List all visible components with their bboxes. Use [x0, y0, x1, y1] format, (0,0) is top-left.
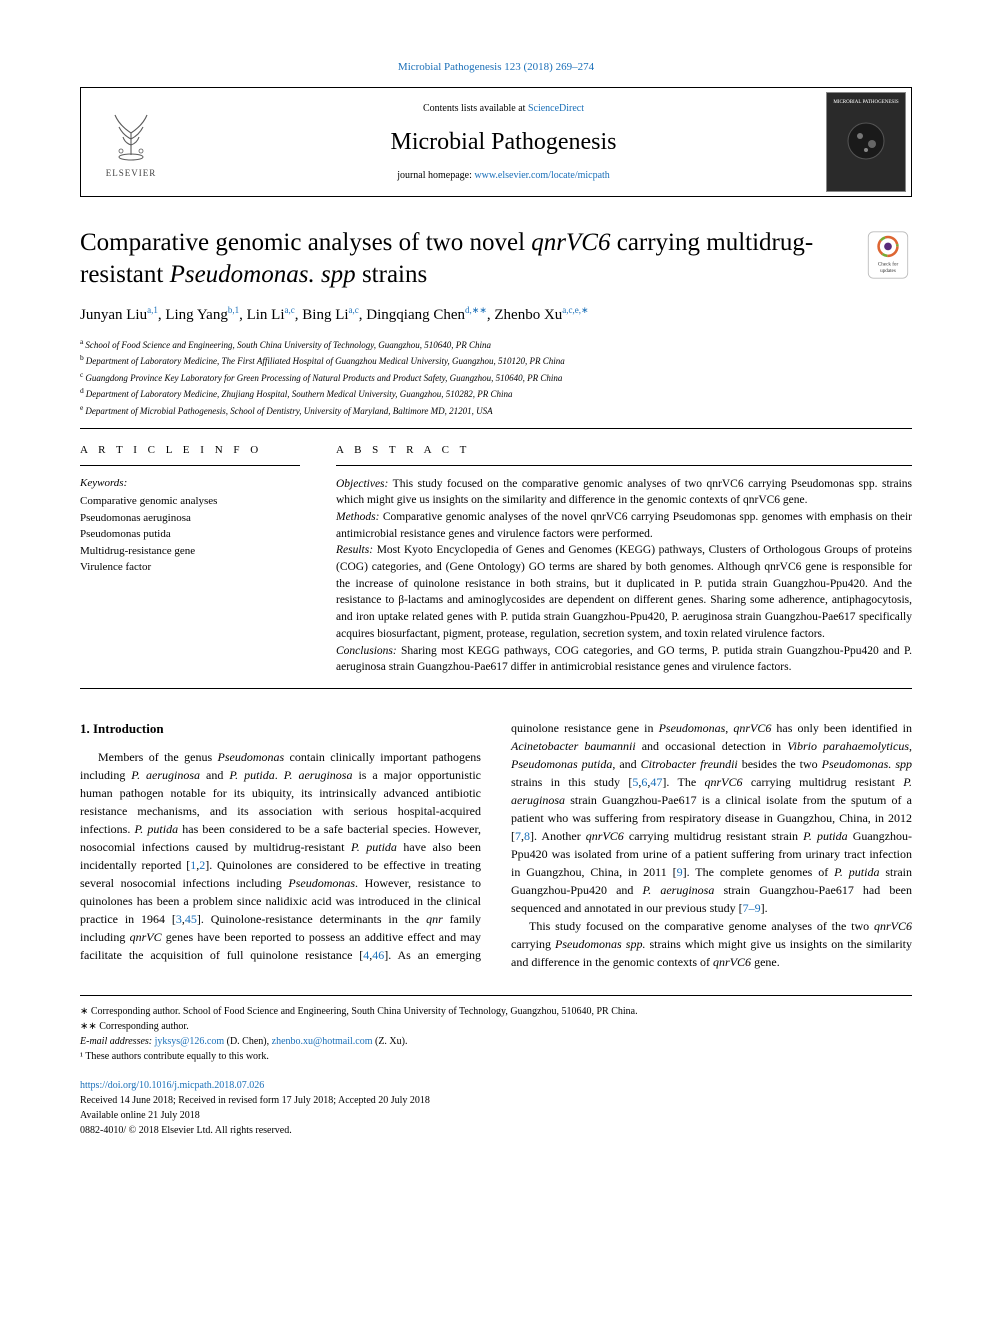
author-name: Zhenbo Xu — [494, 307, 562, 323]
journal-name: Microbial Pathogenesis — [189, 126, 818, 160]
abstract-methods: Methods: Comparative genomic analyses of… — [336, 509, 912, 542]
header-center: Contents lists available at ScienceDirec… — [181, 94, 826, 192]
abstract-label: A B S T R A C T — [336, 443, 912, 458]
keyword-item: Multidrug-resistance gene — [80, 543, 300, 560]
author-list: Junyan Liua,1, Ling Yangb,1, Lin Lia,c, … — [80, 304, 912, 326]
received-dates: Received 14 June 2018; Received in revis… — [80, 1093, 912, 1108]
keyword-item: Pseudomonas putida — [80, 526, 300, 543]
ref-link[interactable]: 47 — [650, 775, 662, 789]
title-italic: Pseudomonas. spp — [170, 261, 356, 288]
contents-prefix: Contents lists available at — [423, 103, 528, 114]
divider — [80, 688, 912, 689]
copyright-line: 0882-4010/ © 2018 Elsevier Ltd. All righ… — [80, 1123, 912, 1138]
ref-link[interactable]: 45 — [185, 912, 197, 926]
contents-line: Contents lists available at ScienceDirec… — [189, 102, 818, 116]
email-link[interactable]: jyksys@126.com — [155, 1036, 225, 1047]
doi-link[interactable]: https://doi.org/10.1016/j.micpath.2018.0… — [80, 1080, 264, 1091]
keyword-item: Pseudomonas aeruginosa — [80, 510, 300, 527]
article-info-label: A R T I C L E I N F O — [80, 443, 300, 458]
author-name: Bing Li — [302, 307, 348, 323]
abstract-objectives: Objectives: This study focused on the co… — [336, 476, 912, 509]
cover-art-icon — [836, 106, 896, 176]
affiliation-item: Guangdong Province Key Laboratory for Gr… — [85, 373, 562, 383]
affiliation-item: Department of Laboratory Medicine, The F… — [86, 356, 565, 366]
ref-link[interactable]: 46 — [372, 948, 384, 962]
author-affil-sup: b,1 — [228, 305, 239, 315]
updates-line2: updates — [880, 269, 896, 275]
keyword-item: Comparative genomic analyses — [80, 493, 300, 510]
divider — [336, 465, 912, 466]
title-part: strains — [356, 261, 428, 288]
divider — [80, 465, 300, 466]
homepage-prefix: journal homepage: — [397, 170, 474, 181]
author-affil-sup: a,1 — [147, 305, 158, 315]
section-heading: 1. Introduction — [80, 719, 481, 739]
corresponding-note: ∗∗ Corresponding author. — [80, 1019, 912, 1034]
sciencedirect-link[interactable]: ScienceDirect — [528, 103, 584, 114]
intro-paragraph: This study focused on the comparative ge… — [511, 917, 912, 971]
author-name: Lin Li — [247, 307, 285, 323]
ref-link[interactable]: 7–9 — [743, 901, 761, 915]
affiliation-item: Department of Microbial Pathogenesis, Sc… — [85, 406, 492, 416]
abstract-column: A B S T R A C T Objectives: This study f… — [336, 443, 912, 675]
journal-cover-thumbnail: MICROBIAL PATHOGENESIS — [826, 92, 906, 192]
keyword-item: Virulence factor — [80, 559, 300, 576]
author-name: Junyan Liu — [80, 307, 147, 323]
homepage-link[interactable]: www.elsevier.com/locate/micpath — [474, 170, 609, 181]
elsevier-logo: ELSEVIER — [81, 88, 181, 196]
keywords-heading: Keywords: — [80, 476, 300, 491]
publication-info: https://doi.org/10.1016/j.micpath.2018.0… — [80, 1078, 912, 1138]
affiliation-item: Department of Laboratory Medicine, Zhuji… — [86, 389, 513, 399]
elsevier-tree-icon — [101, 105, 161, 165]
journal-header: ELSEVIER Contents lists available at Sci… — [80, 87, 912, 197]
body-text: 1. Introduction Members of the genus Pse… — [80, 719, 912, 971]
author-affil-sup: a,c — [285, 305, 295, 315]
title-part: Comparative genomic analyses of two nove… — [80, 229, 531, 256]
email-link[interactable]: zhenbo.xu@hotmail.com — [272, 1036, 373, 1047]
author-affil-sup: a,c,e,∗ — [562, 305, 588, 315]
email-line: E-mail addresses: jyksys@126.com (D. Che… — [80, 1034, 912, 1049]
corresponding-note: ∗ Corresponding author. School of Food S… — [80, 1004, 912, 1019]
elsevier-label: ELSEVIER — [106, 167, 157, 180]
author-name: Ling Yang — [165, 307, 228, 323]
affiliation-item: School of Food Science and Engineering, … — [85, 340, 491, 350]
check-updates-badge[interactable]: Check for updates — [864, 231, 912, 279]
abstract-results: Results: Most Kyoto Encyclopedia of Gene… — [336, 542, 912, 642]
title-italic: qnrVC6 — [531, 229, 610, 256]
article-title: Comparative genomic analyses of two nove… — [80, 227, 864, 290]
divider — [80, 428, 912, 429]
cover-thumb-title: MICROBIAL PATHOGENESIS — [833, 99, 898, 106]
equal-contribution-note: ¹ These authors contribute equally to th… — [80, 1049, 912, 1064]
footnotes: ∗ Corresponding author. School of Food S… — [80, 995, 912, 1064]
affiliations: aSchool of Food Science and Engineering,… — [80, 336, 912, 419]
available-online: Available online 21 July 2018 — [80, 1108, 912, 1123]
author-affil-sup: a,c — [349, 305, 359, 315]
abstract-conclusions: Conclusions: Sharing most KEGG pathways,… — [336, 643, 912, 676]
article-info-column: A R T I C L E I N F O Keywords: Comparat… — [80, 443, 300, 675]
author-name: Dingqiang Chen — [366, 307, 465, 323]
author-affil-sup: d,∗∗ — [465, 305, 487, 315]
journal-reference: Microbial Pathogenesis 123 (2018) 269–27… — [80, 60, 912, 75]
homepage-line: journal homepage: www.elsevier.com/locat… — [189, 169, 818, 183]
updates-line1: Check for — [878, 261, 899, 268]
